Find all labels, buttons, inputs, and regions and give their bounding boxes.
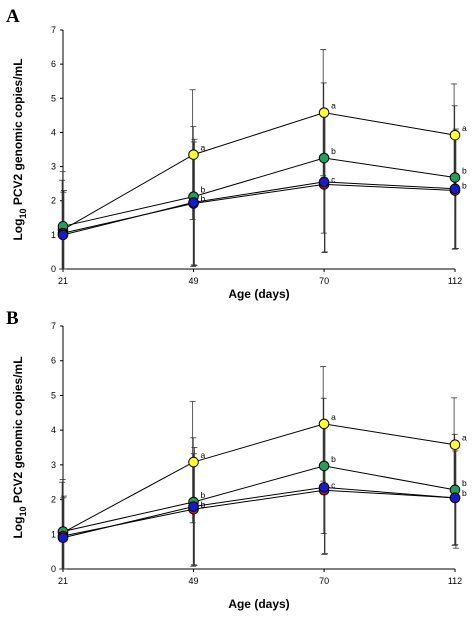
series-line: [62, 465, 456, 532]
data-point: [57, 229, 69, 241]
y-axis-title: Log10 PCV2 genomic copies/mL: [11, 58, 28, 240]
panel-letter: A: [6, 6, 20, 27]
significance-label: b: [462, 165, 467, 175]
y-axis-title-rest: PCV2 genomic copies/mL: [11, 58, 25, 208]
series-line: [62, 423, 456, 533]
y-axis-title-subscript: 10: [18, 507, 28, 517]
data-point: [188, 197, 199, 208]
y-tick-label: 0: [51, 264, 56, 274]
y-tick-label: 3: [51, 460, 56, 470]
significance-label: a: [331, 101, 336, 111]
significance-label: b: [462, 180, 467, 190]
x-axis-title: Age (days): [228, 287, 289, 301]
data-point: [318, 418, 330, 430]
x-tick-label: 112: [448, 276, 462, 286]
data-point: [318, 482, 330, 493]
y-tick-label: 0: [51, 564, 56, 574]
data-point: [449, 183, 461, 195]
significance-label: b: [201, 193, 206, 203]
data-point: [449, 172, 461, 183]
x-tick-label: 70: [319, 276, 329, 286]
data-point: [449, 492, 461, 504]
data-point: [318, 176, 330, 188]
significance-label: b: [201, 185, 206, 195]
significance-label: a: [462, 123, 467, 133]
significance-label: a: [331, 412, 336, 422]
significance-label: c: [331, 480, 336, 490]
x-axis-title: Age (days): [228, 597, 289, 611]
x-tick-label: 49: [189, 276, 199, 286]
y-tick-label: 4: [51, 425, 56, 435]
significance-label: c: [331, 174, 336, 184]
series-line: [62, 157, 456, 227]
y-tick-label: 5: [51, 93, 56, 103]
panel-b: B 0 1 2 3 4 5 6 7 21 49 70 112 Age (days) Log10 PCV2 g…: [6, 308, 467, 611]
y-tick-label: 2: [51, 196, 56, 206]
data-point: [188, 501, 199, 512]
significance-label: b: [331, 454, 336, 464]
significance-label: a: [201, 450, 206, 460]
panel-letter: B: [6, 308, 19, 329]
panel-a: A 0 1 2 3 4 5 6 7 21 49 70 112 Age (days) Log10 PCV2 g…: [6, 6, 467, 301]
y-tick-label: 7: [51, 321, 56, 331]
series-line: [62, 181, 456, 236]
x-tick-label: 21: [58, 276, 68, 286]
y-tick-label: 7: [51, 25, 56, 35]
y-tick-label: 3: [51, 162, 56, 172]
series-line: [62, 489, 456, 537]
y-tick-label: 6: [51, 356, 56, 366]
y-tick-label: 1: [51, 230, 56, 240]
y-axis-title-prefix: Log: [11, 219, 25, 241]
significance-label: a: [462, 433, 467, 443]
y-tick-label: 2: [51, 495, 56, 505]
data-point: [57, 532, 69, 544]
significance-label: b: [201, 499, 206, 509]
y-tick-label: 1: [51, 529, 56, 539]
y-axis-title: Log10 PCV2 genomic copies/mL: [11, 356, 28, 538]
significance-label: b: [201, 490, 206, 500]
y-tick-label: 5: [51, 390, 56, 400]
series-line: [62, 112, 456, 231]
x-tick-label: 21: [58, 576, 68, 586]
significance-label: b: [462, 488, 467, 498]
data-point: [318, 152, 330, 164]
y-axis-title-prefix: Log: [11, 517, 25, 539]
significance-label: b: [331, 146, 336, 156]
data-point: [188, 149, 199, 160]
x-tick-label: 112: [448, 576, 462, 586]
x-tick-label: 49: [189, 576, 199, 586]
data-point: [318, 460, 330, 472]
data-point: [449, 439, 461, 451]
data-point: [449, 129, 461, 141]
y-tick-label: 4: [51, 127, 56, 137]
y-axis-title-subscript: 10: [18, 209, 28, 219]
y-tick-label: 6: [51, 59, 56, 69]
y-axis-title-rest: PCV2 genomic copies/mL: [11, 356, 25, 506]
significance-label: a: [201, 143, 206, 153]
data-point: [318, 107, 330, 118]
series-line: [62, 486, 456, 539]
significance-label: b: [462, 478, 467, 488]
data-point: [188, 456, 199, 468]
x-tick-label: 70: [319, 576, 329, 586]
